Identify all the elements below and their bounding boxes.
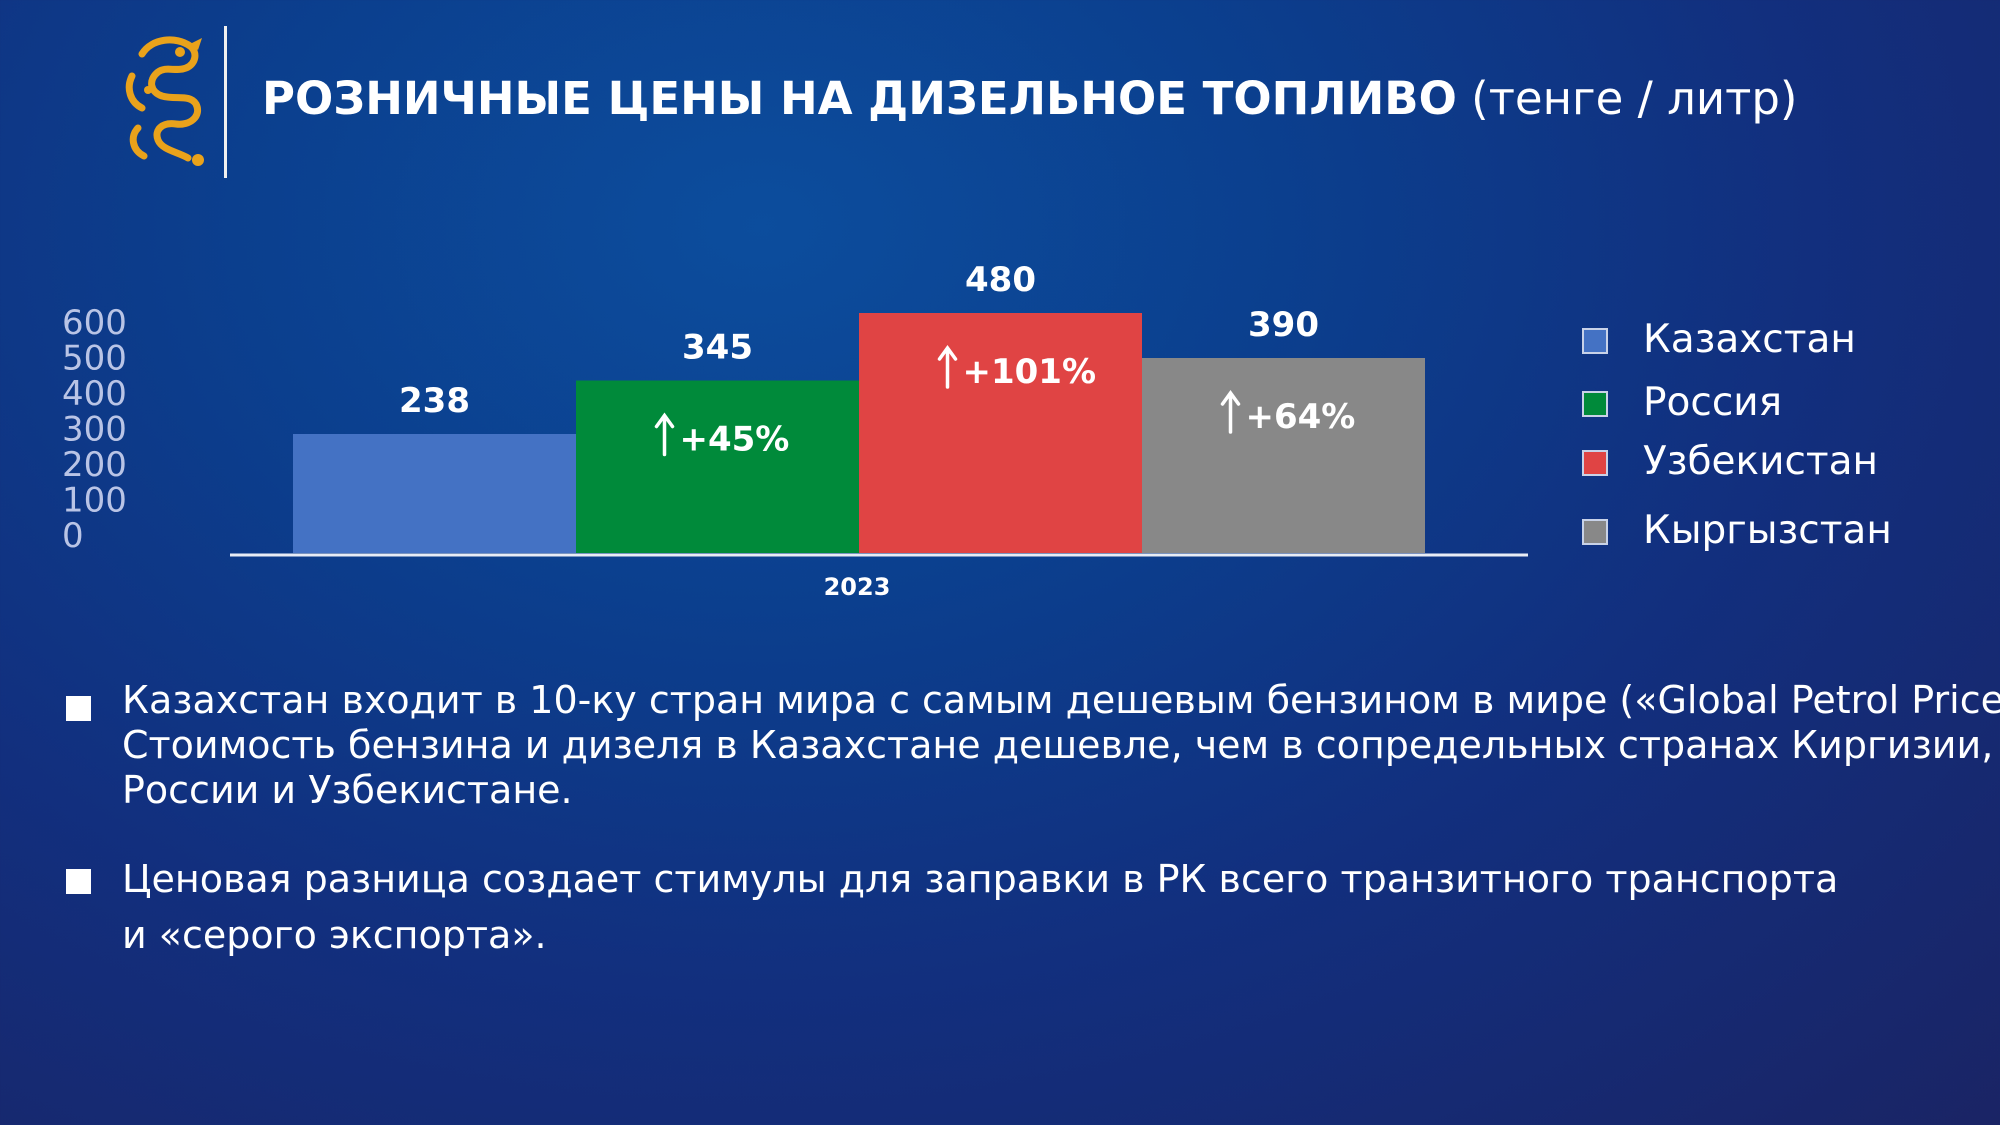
bullet-text: Казахстан входит в 10-ку стран мира с са… bbox=[122, 678, 2000, 813]
bullet-line: России и Узбекистане. bbox=[122, 768, 573, 812]
square-bullet-icon bbox=[66, 869, 91, 894]
change-label-russia: +45% bbox=[680, 420, 790, 460]
legend-label-russia: Россия bbox=[1643, 380, 1783, 425]
y-tick-label: 400 bbox=[62, 374, 127, 414]
y-tick-label: 0 bbox=[62, 516, 84, 556]
up-arrow-icon bbox=[1220, 390, 1241, 434]
y-tick-label: 600 bbox=[62, 303, 127, 343]
legend-swatch-uzbekistan bbox=[1582, 450, 1608, 476]
legend-item-uzbekistan: Узбекистан bbox=[1580, 440, 1960, 484]
title-main: РОЗНИЧНЫЕ ЦЕНЫ НА ДИЗЕЛЬНОЕ ТОПЛИВО bbox=[262, 72, 1457, 125]
bar-russia bbox=[576, 380, 859, 553]
y-tick-label: 500 bbox=[62, 339, 127, 379]
up-arrow-icon bbox=[654, 412, 675, 457]
bar-value-label-uzbekistan: 480 bbox=[965, 260, 1036, 300]
title-divider bbox=[224, 26, 227, 178]
legend-item-kyrgyzstan: Кыргызстан bbox=[1580, 509, 1960, 553]
bar-kyrgyzstan bbox=[1142, 358, 1425, 553]
bullet-line: Стоимость бензина и дизеля в Казахстане … bbox=[122, 723, 1994, 767]
square-bullet-icon bbox=[66, 696, 91, 721]
legend-label-kyrgyzstan: Кыргызстан bbox=[1643, 508, 1892, 553]
bar-value-label-russia: 345 bbox=[682, 328, 753, 368]
bullet-line: Казахстан входит в 10-ку стран мира с са… bbox=[122, 678, 2000, 722]
legend-label-kazakhstan: Казахстан bbox=[1643, 317, 1856, 362]
legend-label-uzbekistan: Узбекистан bbox=[1643, 439, 1879, 484]
legend-swatch-kazakhstan bbox=[1582, 328, 1608, 354]
legend-item-russia: Россия bbox=[1580, 381, 1960, 425]
y-tick-label: 100 bbox=[62, 481, 127, 521]
change-label-kyrgyzstan: +64% bbox=[1246, 397, 1356, 437]
slide-title: РОЗНИЧНЫЕ ЦЕНЫ НА ДИЗЕЛЬНОЕ ТОПЛИВО (тен… bbox=[262, 64, 1797, 134]
x-tick-label: 2023 bbox=[824, 573, 891, 601]
y-tick-label: 300 bbox=[62, 410, 127, 450]
up-arrow-icon bbox=[937, 345, 958, 389]
bar-value-label-kazakhstan: 238 bbox=[399, 381, 470, 421]
chart-bars: 238 345 +45% 480 +101% 390 +64% bbox=[293, 260, 1425, 553]
title-unit: (тенге / литр) bbox=[1471, 72, 1798, 125]
bar-value-label-kyrgyzstan: 390 bbox=[1248, 305, 1319, 345]
legend-swatch-kyrgyzstan bbox=[1582, 519, 1608, 545]
bullet-line: Ценовая разница создает стимулы для запр… bbox=[122, 857, 1839, 901]
legend-item-kazakhstan: Казахстан bbox=[1580, 318, 1960, 362]
change-label-uzbekistan: +101% bbox=[963, 352, 1097, 392]
legend-swatch-russia bbox=[1582, 391, 1608, 417]
bar-kazakhstan bbox=[293, 434, 576, 553]
y-tick-label: 200 bbox=[62, 445, 127, 485]
bar-uzbekistan bbox=[859, 313, 1142, 553]
bullet-line: и «серого экспорта». bbox=[122, 913, 547, 957]
snow-leopard-emblem-icon bbox=[125, 36, 204, 166]
bullet-text: Ценовая разница создает стимулы для запр… bbox=[122, 851, 2000, 963]
